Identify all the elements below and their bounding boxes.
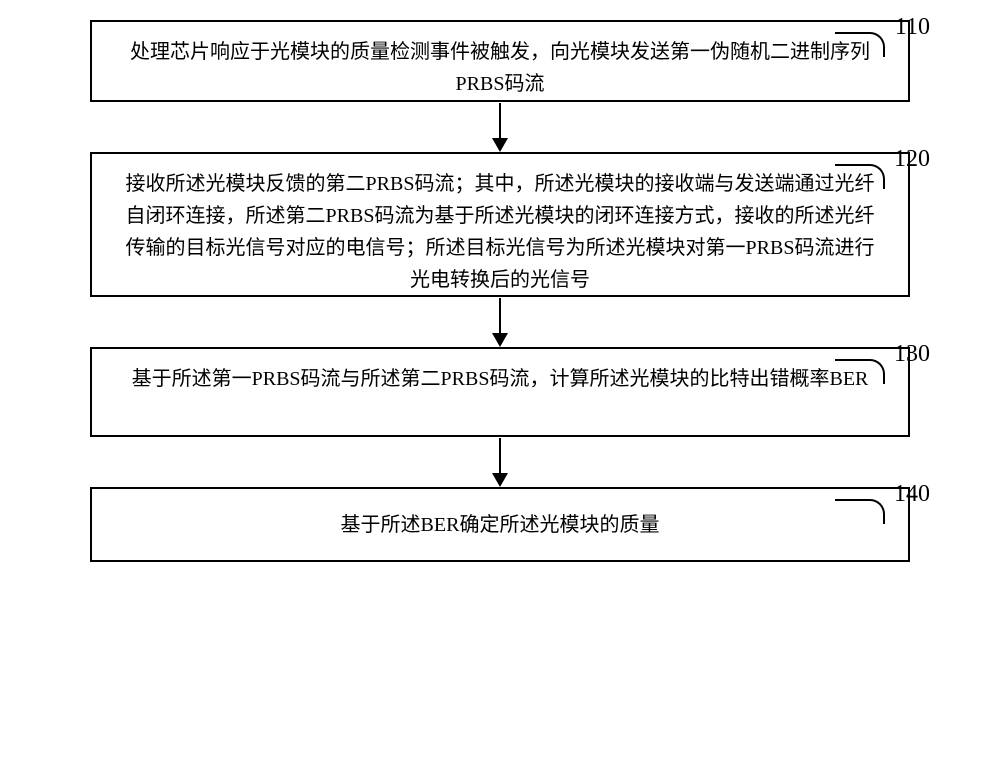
flowchart-container: 处理芯片响应于光模块的质量检测事件被触发，向光模块发送第一伪随机二进制序列PRB…	[40, 20, 960, 562]
arrow-120-130	[492, 297, 508, 347]
arrow-line-icon	[499, 438, 501, 473]
step-wrapper-130: 基于所述第一PRBS码流与所述第二PRBS码流，计算所述光模块的比特出错概率BE…	[40, 347, 960, 437]
step-text-120: 接收所述光模块反馈的第二PRBS码流；其中，所述光模块的接收端与发送端通过光纤自…	[126, 173, 875, 291]
label-connector-110	[835, 32, 885, 57]
step-wrapper-110: 处理芯片响应于光模块的质量检测事件被触发，向光模块发送第一伪随机二进制序列PRB…	[40, 20, 960, 102]
step-box-120: 接收所述光模块反馈的第二PRBS码流；其中，所述光模块的接收端与发送端通过光纤自…	[90, 152, 910, 297]
step-label-130: 130	[894, 341, 930, 368]
arrow-130-140	[492, 437, 508, 487]
step-text-130: 基于所述第一PRBS码流与所述第二PRBS码流，计算所述光模块的比特出错概率BE…	[132, 368, 869, 390]
step-text-140: 基于所述BER确定所述光模块的质量	[341, 509, 660, 541]
step-label-120: 120	[894, 146, 930, 173]
arrow-head-icon	[492, 138, 508, 152]
label-connector-140	[835, 499, 885, 524]
step-box-130: 基于所述第一PRBS码流与所述第二PRBS码流，计算所述光模块的比特出错概率BE…	[90, 347, 910, 437]
step-wrapper-140: 基于所述BER确定所述光模块的质量 140	[40, 487, 960, 562]
label-connector-130	[835, 359, 885, 384]
step-text-110: 处理芯片响应于光模块的质量检测事件被触发，向光模块发送第一伪随机二进制序列PRB…	[130, 41, 870, 95]
step-box-140: 基于所述BER确定所述光模块的质量	[90, 487, 910, 562]
arrow-line-icon	[499, 298, 501, 333]
step-label-110: 110	[895, 14, 930, 41]
step-wrapper-120: 接收所述光模块反馈的第二PRBS码流；其中，所述光模块的接收端与发送端通过光纤自…	[40, 152, 960, 297]
step-label-140: 140	[894, 481, 930, 508]
arrow-110-120	[492, 102, 508, 152]
arrow-head-icon	[492, 333, 508, 347]
arrow-head-icon	[492, 473, 508, 487]
step-box-110: 处理芯片响应于光模块的质量检测事件被触发，向光模块发送第一伪随机二进制序列PRB…	[90, 20, 910, 102]
arrow-line-icon	[499, 103, 501, 138]
label-connector-120	[835, 164, 885, 189]
